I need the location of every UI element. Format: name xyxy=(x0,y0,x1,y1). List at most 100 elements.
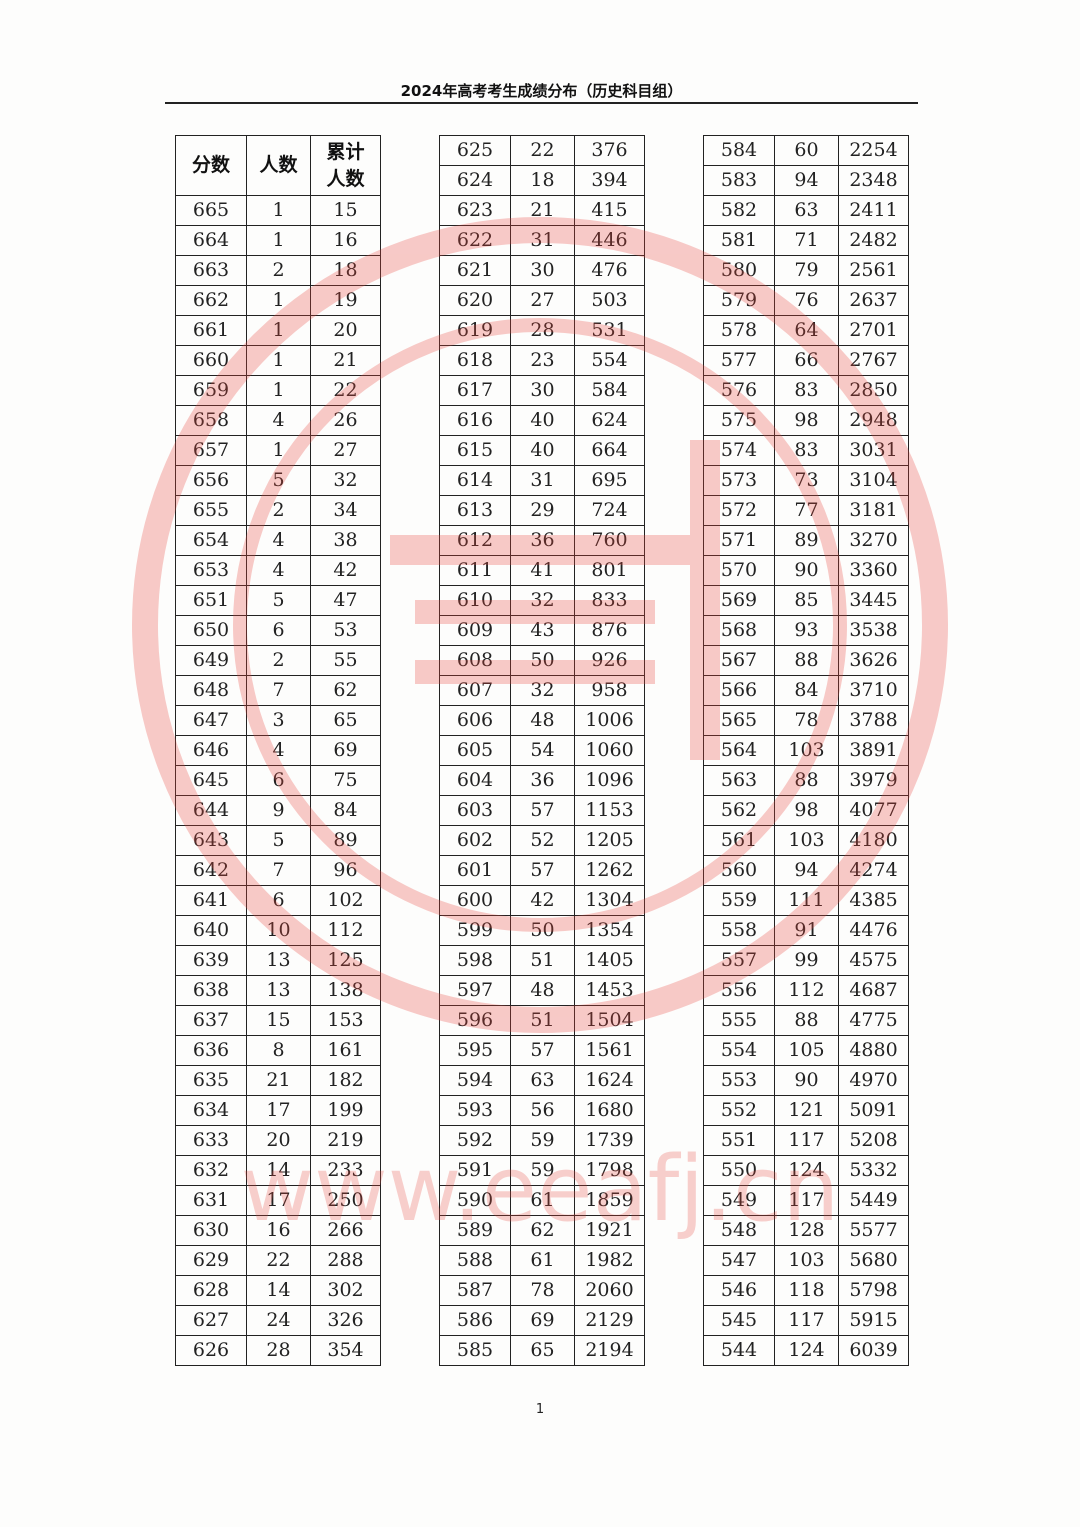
cumulative-cell: 415 xyxy=(574,195,645,226)
score-cell: 590 xyxy=(439,1185,511,1216)
table-row: 576 83 2850 xyxy=(703,375,909,406)
count-cell: 31 xyxy=(510,465,575,496)
table-row: 545 117 5915 xyxy=(703,1305,909,1336)
count-cell: 21 xyxy=(246,1065,311,1096)
count-cell: 76 xyxy=(774,285,839,316)
score-cell: 654 xyxy=(175,525,247,556)
score-cell: 661 xyxy=(175,315,247,346)
header-cumulative: 累计人数 xyxy=(310,135,381,196)
table-row: 574 83 3031 xyxy=(703,435,909,466)
score-cell: 594 xyxy=(439,1065,511,1096)
cumulative-cell: 3031 xyxy=(838,435,909,466)
cumulative-cell: 584 xyxy=(574,375,645,406)
count-cell: 24 xyxy=(246,1305,311,1336)
cumulative-cell: 27 xyxy=(310,435,381,466)
table-row: 603 57 1153 xyxy=(439,795,645,826)
score-cell: 615 xyxy=(439,435,511,466)
cumulative-cell: 1680 xyxy=(574,1095,645,1126)
cumulative-cell: 3538 xyxy=(838,615,909,646)
score-cell: 613 xyxy=(439,495,511,526)
cumulative-cell: 5091 xyxy=(838,1095,909,1126)
score-cell: 634 xyxy=(175,1095,247,1126)
score-cell: 578 xyxy=(703,315,775,346)
table-row: 627 24 326 xyxy=(175,1305,381,1336)
cumulative-cell: 4180 xyxy=(838,825,909,856)
count-cell: 2 xyxy=(246,645,311,676)
table-row: 612 36 760 xyxy=(439,525,645,556)
table-row: 629 22 288 xyxy=(175,1245,381,1276)
score-cell: 570 xyxy=(703,555,775,586)
score-cell: 655 xyxy=(175,495,247,526)
cumulative-cell: 6039 xyxy=(838,1335,909,1366)
cumulative-cell: 1921 xyxy=(574,1215,645,1246)
cumulative-cell: 1859 xyxy=(574,1185,645,1216)
score-cell: 562 xyxy=(703,795,775,826)
table-row: 631 17 250 xyxy=(175,1185,381,1216)
count-cell: 64 xyxy=(774,315,839,346)
cumulative-cell: 1006 xyxy=(574,705,645,736)
count-cell: 83 xyxy=(774,375,839,406)
count-cell: 66 xyxy=(774,345,839,376)
table-row: 594 63 1624 xyxy=(439,1065,645,1096)
score-cell: 650 xyxy=(175,615,247,646)
score-cell: 635 xyxy=(175,1065,247,1096)
count-cell: 84 xyxy=(774,675,839,706)
table-row: 614 31 695 xyxy=(439,465,645,496)
count-cell: 60 xyxy=(774,135,839,166)
score-cell: 625 xyxy=(439,135,511,166)
count-cell: 13 xyxy=(246,975,311,1006)
count-cell: 5 xyxy=(246,825,311,856)
score-cell: 583 xyxy=(703,165,775,196)
count-cell: 103 xyxy=(774,735,839,766)
count-cell: 22 xyxy=(510,135,575,166)
table-row: 571 89 3270 xyxy=(703,525,909,556)
table-row: 649 2 55 xyxy=(175,645,381,676)
cumulative-cell: 4880 xyxy=(838,1035,909,1066)
count-cell: 56 xyxy=(510,1095,575,1126)
table-row: 578 64 2701 xyxy=(703,315,909,346)
cumulative-cell: 3891 xyxy=(838,735,909,766)
score-cell: 653 xyxy=(175,555,247,586)
table-row: 617 30 584 xyxy=(439,375,645,406)
count-cell: 65 xyxy=(510,1335,575,1366)
score-table-1: 分数 人数 累计人数 665 1 15 664 1 16 663 2 18 662 1 19 661 1 2… xyxy=(175,135,381,1366)
score-cell: 662 xyxy=(175,285,247,316)
score-cell: 658 xyxy=(175,405,247,436)
cumulative-cell: 3979 xyxy=(838,765,909,796)
score-cell: 585 xyxy=(439,1335,511,1366)
score-cell: 647 xyxy=(175,705,247,736)
score-cell: 639 xyxy=(175,945,247,976)
score-cell: 631 xyxy=(175,1185,247,1216)
score-cell: 602 xyxy=(439,825,511,856)
table-row: 550 124 5332 xyxy=(703,1155,909,1186)
cumulative-cell: 1739 xyxy=(574,1125,645,1156)
score-cell: 591 xyxy=(439,1155,511,1186)
table-row: 611 41 801 xyxy=(439,555,645,586)
score-cell: 640 xyxy=(175,915,247,946)
cumulative-cell: 2767 xyxy=(838,345,909,376)
cumulative-cell: 446 xyxy=(574,225,645,256)
cumulative-cell: 65 xyxy=(310,705,381,736)
cumulative-cell: 89 xyxy=(310,825,381,856)
count-cell: 63 xyxy=(774,195,839,226)
score-cell: 592 xyxy=(439,1125,511,1156)
table-row: 566 84 3710 xyxy=(703,675,909,706)
cumulative-cell: 1060 xyxy=(574,735,645,766)
table-row: 620 27 503 xyxy=(439,285,645,316)
count-cell: 40 xyxy=(510,405,575,436)
count-cell: 59 xyxy=(510,1125,575,1156)
count-cell: 61 xyxy=(510,1245,575,1276)
count-cell: 40 xyxy=(510,435,575,466)
count-cell: 118 xyxy=(774,1275,839,1306)
score-cell: 596 xyxy=(439,1005,511,1036)
cumulative-cell: 4575 xyxy=(838,945,909,976)
table-row: 582 63 2411 xyxy=(703,195,909,226)
table-row: 549 117 5449 xyxy=(703,1185,909,1216)
cumulative-cell: 3181 xyxy=(838,495,909,526)
cumulative-cell: 5798 xyxy=(838,1275,909,1306)
count-cell: 50 xyxy=(510,915,575,946)
cumulative-cell: 4077 xyxy=(838,795,909,826)
table-row: 624 18 394 xyxy=(439,165,645,196)
count-cell: 73 xyxy=(774,465,839,496)
table-row: 600 42 1304 xyxy=(439,885,645,916)
